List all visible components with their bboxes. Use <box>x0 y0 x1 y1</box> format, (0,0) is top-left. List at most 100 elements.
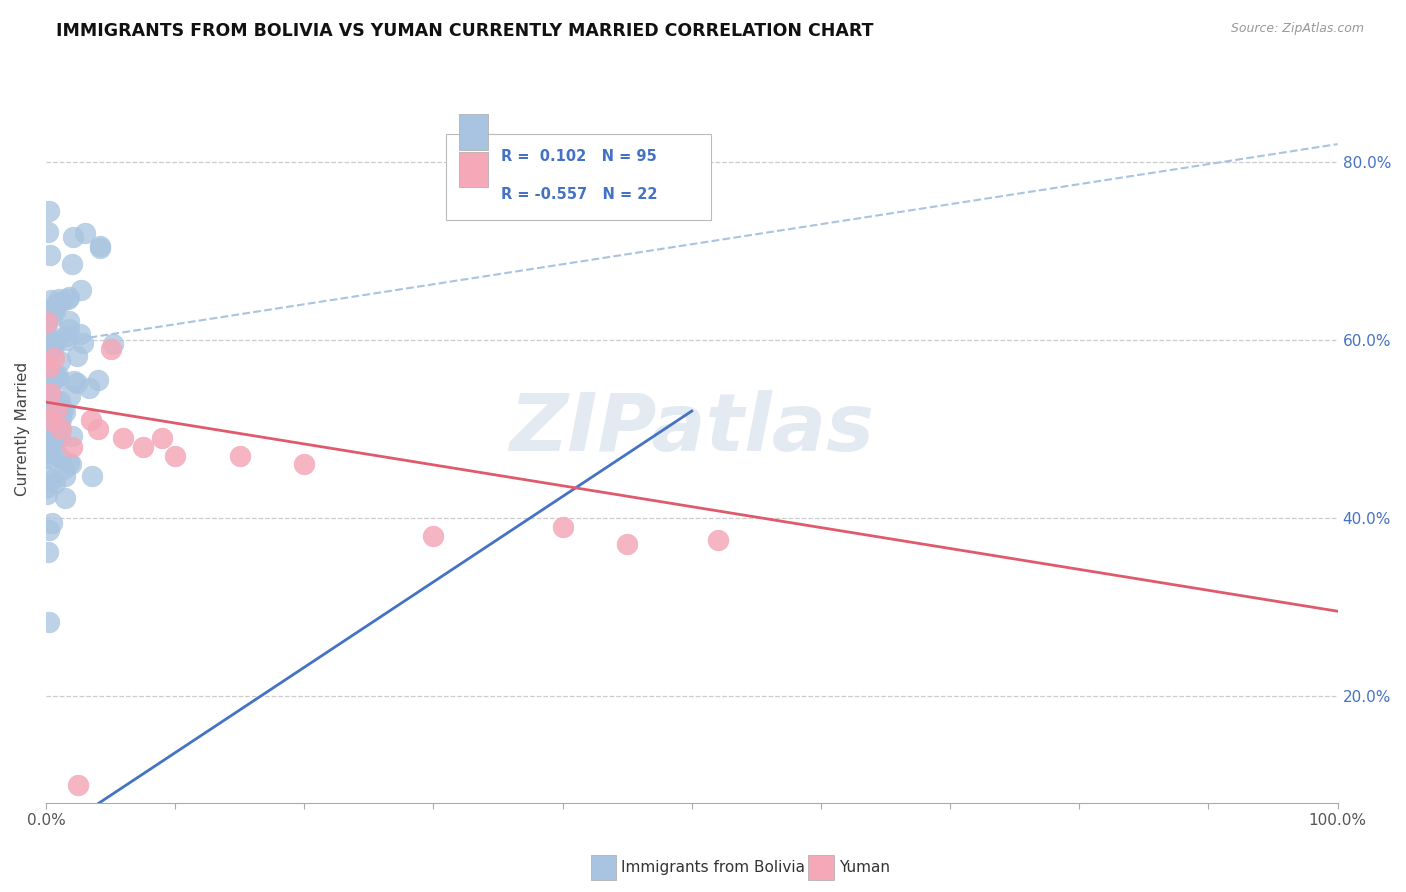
Point <box>37 366 59 380</box>
Point <box>100 342 122 356</box>
Point <box>44 476 66 491</box>
FancyBboxPatch shape <box>460 152 488 187</box>
Point <box>39 375 62 389</box>
Point <box>38 359 60 374</box>
Point <box>41 402 63 417</box>
Point <box>38 203 60 218</box>
Point <box>41 429 63 443</box>
Point <box>70 283 93 297</box>
Point <box>38 326 60 341</box>
Point <box>42 340 65 354</box>
Point <box>60 257 83 271</box>
Point <box>35 481 58 495</box>
Point <box>38 426 60 441</box>
Point <box>55 328 77 343</box>
Text: R =  0.102   N = 95: R = 0.102 N = 95 <box>501 149 657 163</box>
Point <box>66 376 89 390</box>
Point <box>89 241 111 255</box>
Point <box>60 457 83 471</box>
Point <box>62 374 84 388</box>
Point <box>132 440 155 454</box>
Point <box>112 431 135 445</box>
Point <box>165 449 187 463</box>
Point <box>616 537 638 551</box>
Point <box>41 474 63 488</box>
Point <box>59 389 82 403</box>
Point <box>69 326 91 341</box>
Point <box>46 370 69 384</box>
Point <box>46 368 69 382</box>
Point <box>37 226 59 240</box>
FancyBboxPatch shape <box>446 134 711 219</box>
Point <box>48 293 70 307</box>
Point <box>44 298 66 312</box>
Point <box>42 442 65 456</box>
Point <box>37 404 59 418</box>
Point <box>38 386 60 401</box>
Point <box>551 519 574 533</box>
Text: Immigrants from Bolivia: Immigrants from Bolivia <box>621 860 806 874</box>
Point <box>46 371 69 385</box>
Point <box>292 458 315 472</box>
Point <box>80 469 103 483</box>
Point <box>150 431 173 445</box>
Point <box>37 312 59 326</box>
Point <box>38 445 60 459</box>
Point <box>37 545 59 559</box>
Point <box>35 329 58 343</box>
Point <box>49 429 72 443</box>
Point <box>422 528 444 542</box>
Point <box>58 314 80 328</box>
Point <box>79 381 101 395</box>
Point <box>35 442 58 456</box>
Point <box>37 315 59 329</box>
Point <box>38 427 60 442</box>
Point <box>55 334 77 348</box>
Point <box>39 409 62 424</box>
Point <box>56 292 79 306</box>
Point <box>52 402 75 417</box>
Text: ZIPatlas: ZIPatlas <box>509 390 875 467</box>
Point <box>41 310 63 325</box>
Point <box>52 462 75 476</box>
Point <box>89 239 111 253</box>
Y-axis label: Currently Married: Currently Married <box>15 362 30 496</box>
Point <box>49 450 72 464</box>
Point <box>49 393 72 408</box>
Point <box>35 450 58 465</box>
Point <box>42 302 65 317</box>
Point <box>42 434 65 448</box>
Point <box>87 373 110 387</box>
Point <box>37 409 59 424</box>
Point <box>38 615 60 629</box>
Point <box>41 389 63 403</box>
Point <box>45 430 67 444</box>
Point <box>45 334 67 349</box>
Point <box>60 440 83 454</box>
Point <box>38 337 60 351</box>
Point <box>39 293 62 307</box>
Point <box>80 413 103 427</box>
Point <box>49 419 72 434</box>
Point <box>38 376 60 391</box>
Point <box>46 422 69 436</box>
Point <box>45 404 67 418</box>
Point <box>58 322 80 336</box>
Point <box>38 415 60 429</box>
Point <box>62 230 84 244</box>
Point <box>51 293 73 308</box>
Point <box>41 452 63 467</box>
Point <box>38 309 60 323</box>
Point <box>39 341 62 355</box>
Point <box>41 410 63 425</box>
Text: R = -0.557   N = 22: R = -0.557 N = 22 <box>501 187 657 202</box>
Point <box>67 778 90 792</box>
Point <box>35 403 58 417</box>
Text: Yuman: Yuman <box>839 860 890 874</box>
Point <box>35 487 58 501</box>
Point <box>53 405 76 419</box>
Point <box>49 402 72 417</box>
Point <box>706 533 728 547</box>
Point <box>35 351 58 366</box>
Point <box>101 336 124 351</box>
